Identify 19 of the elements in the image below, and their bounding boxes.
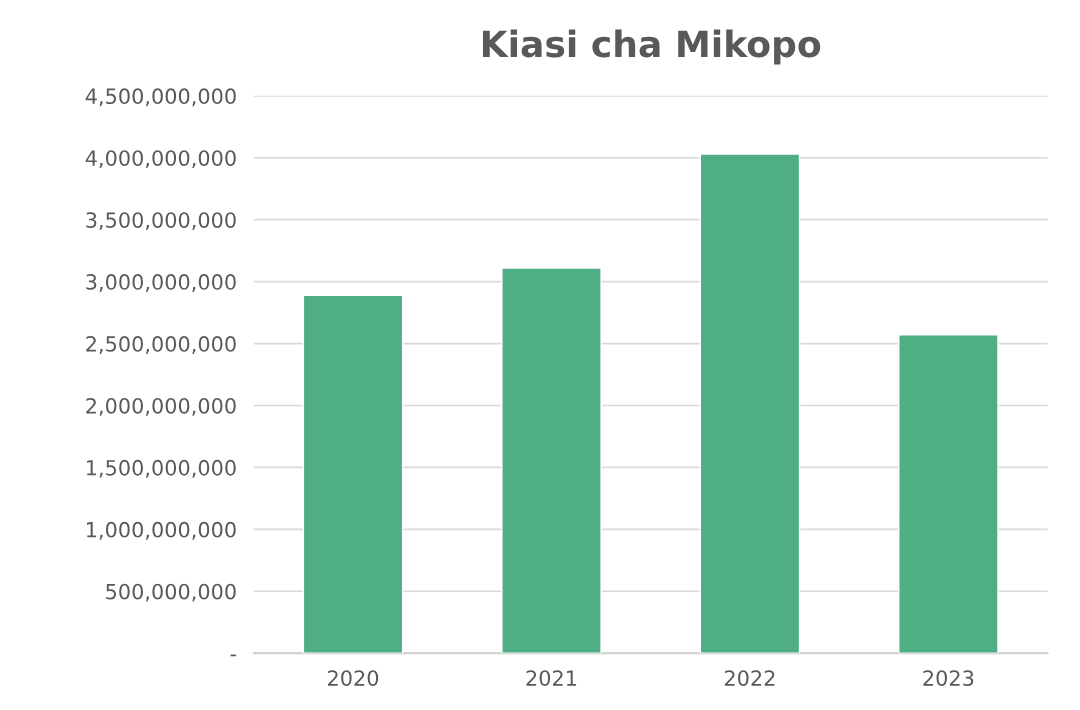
bar <box>501 267 602 654</box>
y-tick-label: 3,000,000,000 <box>86 274 236 292</box>
y-tick-label: - <box>230 654 237 657</box>
y-tick-label: 4,000,000,000 <box>85 150 236 169</box>
y-tick-label: 1,500,000,000 <box>87 459 236 478</box>
bar <box>302 294 404 654</box>
bar <box>699 153 801 654</box>
y-tick-label: 2,000,000,000 <box>86 397 236 416</box>
x-tick-label: 2022 <box>724 670 775 686</box>
x-tick-label: 2020 <box>328 670 379 686</box>
y-tick-label: 3,500,000,000 <box>86 212 236 231</box>
x-tick-label: 2023 <box>923 670 974 686</box>
y-tick-label: 2,500,000,000 <box>86 336 236 354</box>
x-tick-label: 2021 <box>526 670 577 686</box>
bar <box>898 334 999 654</box>
chart-title: Kiasi cha Mikopo <box>482 29 821 65</box>
y-tick-label: 4,500,000,000 <box>85 88 236 107</box>
y-tick-label: 1,000,000,000 <box>87 521 236 540</box>
y-tick-label: 500,000,000 <box>106 583 236 602</box>
